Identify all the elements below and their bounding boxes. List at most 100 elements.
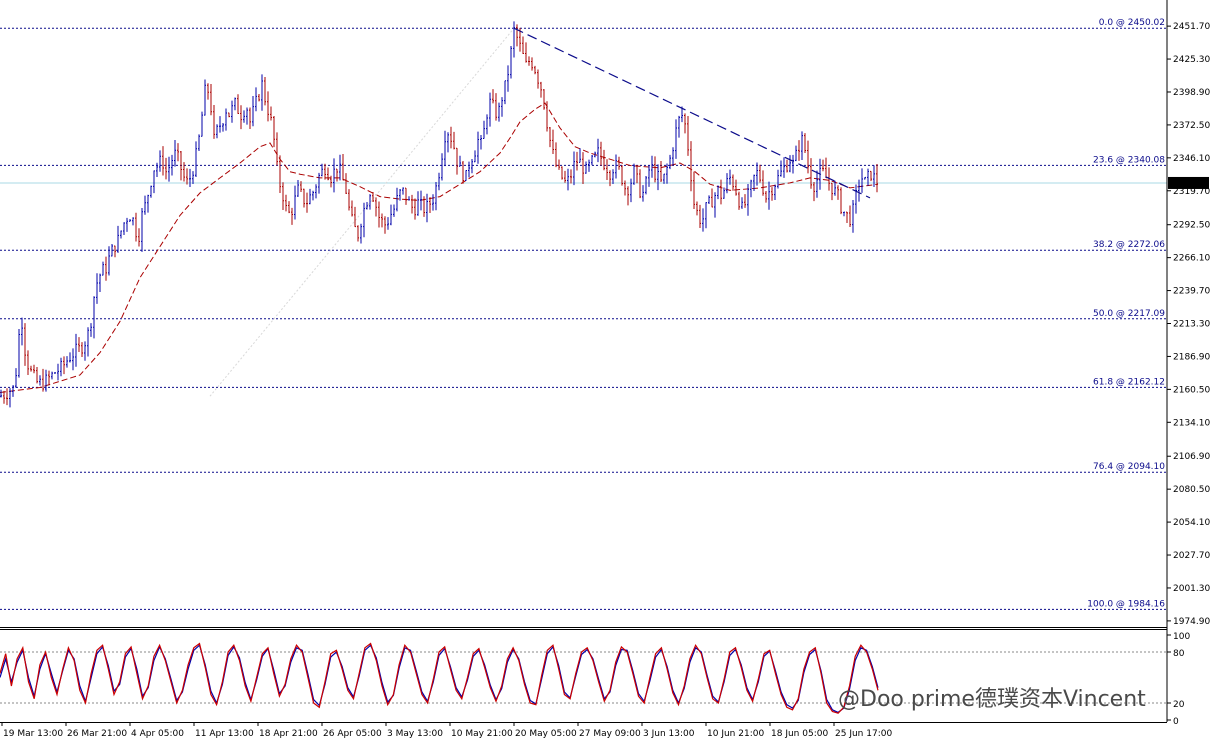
ohlc-bar: [768, 181, 770, 210]
ohlc-bar: [570, 169, 572, 184]
ohlc-bar: [672, 147, 674, 166]
ohlc-bar: [864, 176, 866, 180]
ohlc-bar: [3, 390, 5, 404]
ohlc-bar: [714, 192, 716, 218]
ohlc-bar: [516, 24, 518, 47]
ohlc-bar: [288, 201, 290, 214]
ohlc-bar: [810, 158, 812, 189]
ohlc-bar: [33, 364, 35, 374]
price-tick-label: 2346.10: [1173, 154, 1210, 164]
ohlc-bar: [171, 154, 173, 176]
ohlc-bar: [42, 368, 44, 392]
moving-average: [0, 27, 879, 397]
ohlc-bar: [579, 148, 581, 163]
ohlc-bar: [258, 94, 260, 102]
ohlc-bar: [45, 369, 47, 392]
ohlc-bar: [174, 139, 176, 167]
ohlc-bar: [81, 342, 83, 358]
ohlc-bar: [705, 202, 707, 229]
ohlc-bar: [432, 194, 434, 211]
time-tick-label: 10 May 21:00: [451, 729, 513, 739]
ohlc-bar: [540, 81, 542, 98]
ohlc-bar: [294, 185, 296, 220]
ohlc-bar: [789, 155, 791, 173]
ma-line: [0, 102, 879, 393]
ohlc-bar: [156, 162, 158, 177]
ohlc-bar: [501, 97, 503, 117]
ohlc-bar: [732, 174, 734, 191]
ohlc-bar: [189, 168, 191, 187]
ohlc-bar: [12, 385, 14, 397]
ohlc-bar: [345, 173, 347, 194]
ohlc-bar: [204, 79, 206, 116]
ohlc-bar: [633, 163, 635, 185]
ohlc-bar: [519, 27, 521, 52]
ohlc-bar: [309, 188, 311, 205]
ohlc-bar: [669, 154, 671, 170]
ohlc-bar: [399, 188, 401, 201]
ohlc-bar: [783, 157, 785, 178]
ohlc-bar: [393, 204, 395, 217]
ohlc-bar: [603, 149, 605, 171]
ohlc-bar: [303, 188, 305, 208]
ohlc-bar: [144, 195, 146, 215]
ohlc-bar: [126, 217, 128, 232]
ohlc-bar: [315, 184, 317, 199]
ohlc-bar: [120, 230, 122, 239]
time-tick-label: 11 Apr 13:00: [195, 729, 254, 739]
ohlc-bar: [351, 200, 353, 217]
ohlc-bar: [141, 207, 143, 252]
price-tick-label: 2160.50: [1173, 385, 1210, 395]
ohlc-bar: [648, 165, 650, 187]
ohlc-bar: [102, 261, 104, 276]
ohlc-bar: [57, 363, 59, 381]
ohlc-bar: [666, 163, 668, 184]
ohlc-bar: [357, 225, 359, 242]
ohlc-bar: [771, 187, 773, 201]
ohlc-bar: [849, 205, 851, 227]
ohlc-bar: [411, 194, 413, 214]
ohlc-bar: [822, 159, 824, 172]
fib-label: 0.0 @ 2450.02: [1099, 18, 1165, 28]
ohlc-bar: [273, 115, 275, 148]
ohlc-bar: [858, 179, 860, 202]
ohlc-bar: [30, 365, 32, 372]
ohlc-bar: [354, 206, 356, 228]
ohlc-bar: [450, 126, 452, 149]
ohlc-bar: [870, 170, 872, 182]
ohlc-bar: [255, 87, 257, 112]
ohlc-bar: [477, 131, 479, 164]
ohlc-bar: [147, 194, 149, 213]
ohlc-bar: [708, 195, 710, 205]
ohlc-bar: [375, 197, 377, 217]
ohlc-bar: [162, 146, 164, 176]
ohlc-bar: [15, 368, 17, 388]
ohlc-bar: [657, 164, 659, 191]
ohlc-bar: [456, 147, 458, 175]
ohlc-bar: [690, 141, 692, 192]
ohlc-bar: [792, 154, 794, 174]
ohlc-bar: [306, 192, 308, 213]
ohlc-bar: [801, 131, 803, 160]
ohlc-bar: [417, 191, 419, 216]
ohlc-bar: [252, 96, 254, 127]
ohlc-bar: [567, 168, 569, 191]
price-tick-label: 2372.50: [1173, 121, 1210, 131]
ohlc-bar: [0, 389, 2, 398]
ohlc-bar: [591, 154, 593, 166]
watermark-text: @Doo prime德璞资本Vincent: [838, 687, 1146, 712]
fib-label: 100.0 @ 1984.16: [1087, 599, 1165, 609]
ohlc-bar: [498, 102, 500, 122]
ohlc-bar: [855, 184, 857, 214]
ohlc-bar: [237, 94, 239, 114]
ohlc-bar: [96, 273, 98, 304]
stoch-main-line: [0, 642, 879, 714]
stochastic-panel: 100 80 20 0: [0, 632, 1190, 727]
ohlc-bar: [876, 164, 878, 193]
ohlc-bar: [573, 151, 575, 186]
price-tick-label: 2001.30: [1173, 584, 1210, 594]
ohlc-bar: [729, 169, 731, 185]
ohlc-bar: [759, 164, 761, 183]
ohlc-bar: [636, 165, 638, 184]
ohlc-bar: [696, 201, 698, 216]
